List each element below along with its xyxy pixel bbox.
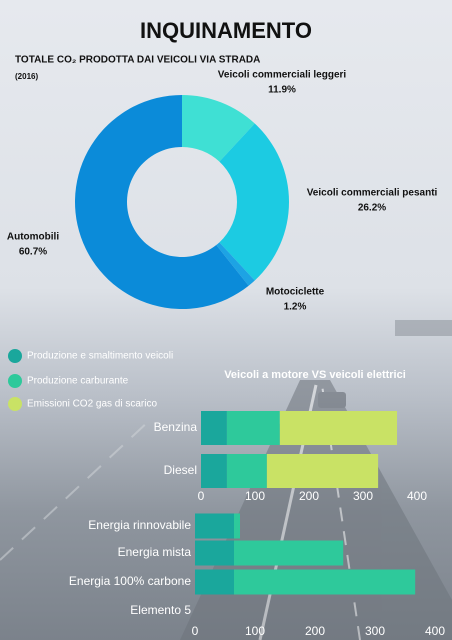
donut-slice (219, 123, 289, 281)
slice-value: 60.7% (19, 247, 47, 258)
category-label: Energia rinnovabile (88, 518, 191, 532)
slice-value: 26.2% (358, 203, 386, 214)
legend-label: Produzione e smaltimento veicoli (27, 351, 173, 362)
x-tick-label: 100 (245, 489, 265, 503)
bar-segment (201, 454, 227, 488)
x-tick-label: 200 (305, 624, 325, 638)
bar-segment (226, 411, 280, 445)
legend-label: Produzione carburante (27, 376, 129, 387)
category-label: Diesel (164, 463, 197, 477)
slice-category: Motociclette (266, 287, 325, 298)
page-title: INQUINAMENTO (140, 18, 312, 43)
x-tick-label: 400 (407, 489, 427, 503)
bar-segment (279, 411, 398, 445)
donut-slice (74, 95, 249, 309)
bar-segment (195, 513, 234, 539)
slice-value: 11.9% (268, 85, 296, 96)
donut-slice (216, 242, 255, 286)
category-label: Benzina (154, 420, 198, 434)
slice-category: Automobili (7, 232, 59, 243)
bar-segment (201, 411, 227, 445)
x-tick-label: 0 (192, 624, 199, 638)
bar-segment (226, 454, 267, 488)
legend-swatch (8, 397, 22, 411)
bar-segment (234, 513, 240, 539)
slice-category: Veicoli commerciali leggeri (218, 70, 347, 81)
x-tick-label: 300 (353, 489, 373, 503)
chart-subtitle: (2016) (15, 72, 38, 81)
bar-segment (234, 569, 416, 595)
legend-label: Emissioni CO2 gas di scarico (27, 399, 157, 410)
x-tick-label: 300 (365, 624, 385, 638)
category-label: Elemento 5 (130, 603, 191, 617)
x-tick-label: 200 (299, 489, 319, 503)
x-tick-label: 100 (245, 624, 265, 638)
slice-category: Veicoli commerciali pesanti (307, 188, 438, 199)
slice-value: 1.2% (284, 302, 307, 313)
chart-title: Veicoli a motore VS veicoli elettrici (224, 369, 406, 381)
bar-segment (195, 540, 234, 566)
bar-segment (234, 540, 344, 566)
bar-segment (266, 454, 379, 488)
x-tick-label: 400 (425, 624, 445, 638)
chart-title: TOTALE CO₂ PRODOTTA DAI VEICOLI VIA STRA… (15, 55, 260, 66)
x-tick-label: 0 (198, 489, 205, 503)
donut-slice (182, 95, 255, 162)
legend-swatch (8, 374, 22, 388)
category-label: Energia mista (118, 545, 192, 559)
category-label: Energia 100% carbone (69, 574, 191, 588)
bar-segment (195, 569, 234, 595)
legend-swatch (8, 349, 22, 363)
